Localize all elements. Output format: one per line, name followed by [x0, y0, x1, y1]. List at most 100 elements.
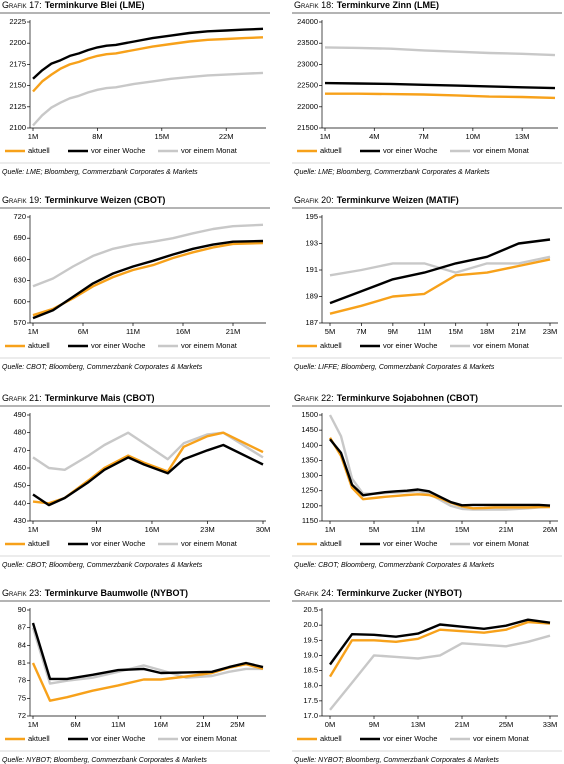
y-tick-label: 72	[18, 711, 26, 720]
legend-label: vor einer Woche	[91, 539, 145, 548]
chart-title: Grafik 18: Terminkurve Zinn (LME)	[294, 0, 439, 10]
y-tick-label: 18.0	[303, 681, 318, 690]
y-tick-label: 490	[13, 410, 26, 419]
y-tick-label: 87	[18, 623, 26, 632]
title-rule	[0, 405, 270, 407]
chart-title: Grafik 20: Terminkurve Weizen (MATIF)	[294, 195, 459, 205]
source-note: Quelle: LME; Bloomberg, Commerzbank Corp…	[294, 169, 490, 176]
y-tick-label: 1200	[301, 501, 318, 510]
y-tick-label: 78	[18, 676, 26, 685]
y-tick-label: 460	[13, 463, 26, 472]
title-text: Terminkurve Blei (LME)	[45, 0, 145, 10]
x-tick-label: 1M	[28, 327, 38, 336]
x-tick-label: 16M	[145, 525, 160, 534]
x-tick-label: 5M	[325, 327, 335, 336]
y-tick-label: 1450	[301, 425, 318, 434]
source-note: Quelle: LIFFE; Bloomberg, Commerzbank Co…	[294, 364, 495, 371]
legend-label: vor einer Woche	[383, 146, 437, 155]
y-tick-label: 570	[13, 318, 26, 327]
series-line	[32, 239, 264, 320]
y-tick-label: 480	[13, 428, 26, 437]
legend-label: aktuell	[320, 734, 342, 743]
x-tick-label: 11M	[126, 327, 140, 336]
x-tick-label: 7M	[418, 132, 428, 141]
x-tick-label: 18M	[480, 327, 495, 336]
title-text: Terminkurve Baumwolle (NYBOT)	[45, 588, 188, 598]
x-tick-label: 6M	[70, 720, 80, 729]
legend-label: aktuell	[28, 539, 50, 548]
x-tick-label: 21M	[511, 327, 526, 336]
series-line	[325, 92, 556, 100]
x-tick-label: 7M	[356, 327, 366, 336]
title-text: Terminkurve Zinn (LME)	[337, 0, 439, 10]
y-tick-label: 1250	[301, 486, 318, 495]
legend-label: vor einem Monat	[473, 341, 530, 350]
x-tick-label: 16M	[176, 327, 191, 336]
legend-label: aktuell	[28, 341, 50, 350]
y-tick-label: 2125	[9, 102, 26, 111]
legend-label: aktuell	[28, 734, 50, 743]
y-tick-label: 195	[305, 212, 318, 221]
series-line	[32, 36, 264, 93]
legend-label: vor einem Monat	[181, 146, 238, 155]
legend-label: vor einem Monat	[473, 539, 530, 548]
legend-label: vor einer Woche	[383, 734, 437, 743]
y-tick-label: 23000	[297, 59, 318, 68]
series-line	[329, 634, 551, 711]
title-text: Terminkurve Sojabohnen (CBOT)	[337, 393, 478, 403]
title-rule	[292, 405, 562, 407]
x-tick-label: 1M	[325, 525, 335, 534]
title-rule	[0, 600, 270, 602]
x-tick-label: 13M	[515, 132, 530, 141]
y-tick-label: 600	[13, 297, 26, 306]
y-tick-label: 1150	[302, 516, 318, 525]
y-tick-label: 75	[18, 693, 26, 702]
y-tick-label: 187	[305, 318, 318, 327]
y-tick-label: 2150	[9, 81, 26, 90]
title-text: Terminkurve Weizen (CBOT)	[45, 195, 166, 205]
legend-label: vor einer Woche	[91, 341, 145, 350]
x-tick-label: 23M	[543, 327, 558, 336]
series-line	[32, 431, 264, 471]
y-tick-label: 2175	[9, 59, 26, 68]
series-line	[329, 258, 551, 315]
series-line	[31, 627, 263, 685]
y-tick-label: 660	[13, 254, 26, 263]
y-tick-label: 17.5	[303, 696, 318, 705]
legend-label: vor einem Monat	[473, 146, 530, 155]
series-line	[32, 223, 264, 288]
legend-label: vor einem Monat	[473, 734, 530, 743]
figure-label: Grafik 20:	[294, 195, 334, 205]
title-rule	[292, 207, 562, 209]
x-tick-label: 25M	[230, 720, 245, 729]
y-tick-label: 20.0	[303, 620, 318, 629]
x-tick-label: 22M	[219, 132, 234, 141]
legend-label: vor einer Woche	[91, 146, 145, 155]
title-text: Terminkurve Weizen (MATIF)	[337, 195, 459, 205]
x-tick-label: 11M	[417, 327, 431, 336]
figure-label: Grafik 18:	[294, 0, 334, 10]
x-tick-label: 9M	[388, 327, 398, 336]
x-tick-label: 10M	[466, 132, 481, 141]
legend-label: vor einer Woche	[383, 539, 437, 548]
y-tick-label: 1500	[301, 410, 318, 419]
y-tick-label: 189	[305, 291, 318, 300]
x-tick-label: 1M	[28, 132, 38, 141]
title-text: Terminkurve Mais (CBOT)	[45, 393, 155, 403]
y-tick-label: 19.0	[303, 650, 318, 659]
y-tick-label: 430	[13, 516, 26, 525]
y-tick-label: 21500	[297, 123, 318, 132]
y-tick-label: 22000	[297, 102, 318, 111]
y-tick-label: 20.5	[303, 605, 318, 614]
chart-title: Grafik 19: Terminkurve Weizen (CBOT)	[2, 195, 165, 205]
x-tick-label: 5M	[369, 525, 379, 534]
y-tick-label: 22500	[297, 81, 318, 90]
x-tick-label: 13M	[411, 720, 426, 729]
y-tick-label: 2225	[9, 17, 26, 26]
chart-title: Grafik 17: Terminkurve Blei (LME)	[2, 0, 145, 10]
x-tick-label: 9M	[91, 525, 101, 534]
x-tick-label: 21M	[455, 720, 470, 729]
figure-label: Grafik 23:	[2, 588, 42, 598]
series-line	[329, 618, 551, 666]
